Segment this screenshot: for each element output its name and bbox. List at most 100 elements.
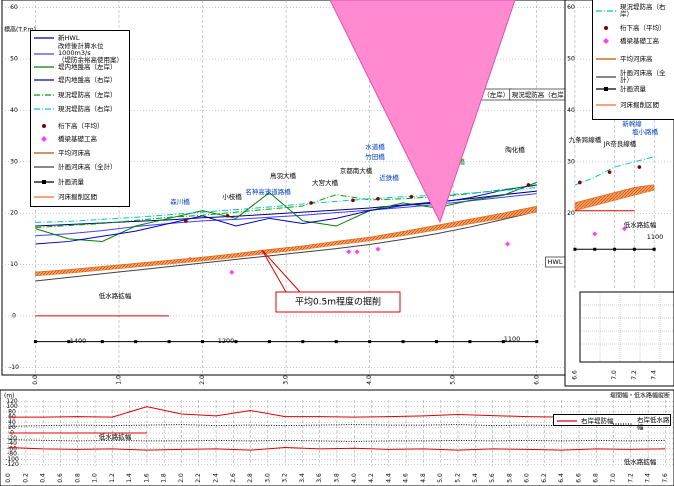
annotation: 近鉄橋	[379, 173, 399, 182]
point	[607, 170, 612, 174]
x-tick-label: 7.2	[631, 370, 638, 380]
series-line	[35, 211, 537, 282]
y-tick-label: -10	[9, 364, 19, 371]
highlight-triangle	[329, 0, 516, 224]
legend-label: 改修後計算水位1000m3/s （堤防余裕高使用案）	[58, 42, 123, 64]
annotation: 小枝橋	[222, 192, 242, 201]
line-marker	[33, 340, 37, 344]
line-marker	[100, 340, 104, 344]
legend-symbol	[596, 87, 616, 91]
annotation: 低水路拡幅	[624, 220, 657, 229]
x-tick-label: 5.6	[489, 473, 496, 483]
x-tick-label: 0.0	[32, 375, 39, 385]
x-tick-label: 6.2	[541, 473, 548, 483]
legend-label: 現況堤防高（左岸）	[58, 90, 117, 99]
point	[621, 226, 627, 232]
x-tick-label: 6.6	[575, 473, 582, 483]
y-tick-label: 20	[567, 210, 575, 217]
line-marker	[632, 247, 636, 251]
series-line	[8, 439, 666, 442]
legend-label: 現況堤防高（右岸）	[620, 3, 666, 18]
x-tick-label: 3.4	[299, 473, 306, 483]
chart-title: 堤間幅・低水路幅縦断	[610, 392, 670, 400]
y-tick-label: 30	[567, 158, 575, 165]
x-tick-label: 7.4	[651, 370, 658, 380]
line-marker	[613, 247, 617, 251]
line-marker	[434, 340, 438, 344]
x-tick-label: 6.0	[524, 473, 531, 483]
line-marker	[201, 340, 205, 344]
point	[409, 194, 414, 199]
x-tick-label: 2.2	[195, 473, 202, 483]
y-tick-label: -120	[5, 461, 19, 468]
y-tick-label: 60	[567, 4, 575, 11]
point	[637, 165, 642, 169]
legend-symbol	[34, 180, 54, 184]
legend-label: 計画流量	[620, 84, 646, 93]
legend-item: 平均河床高	[595, 55, 653, 63]
legend-label: 計画河床高（全計）	[620, 69, 666, 84]
legend-marker	[604, 26, 608, 30]
legend-symbol	[34, 52, 54, 55]
point	[505, 241, 511, 247]
legend-label: 現況堤防高（右岸）	[58, 104, 117, 113]
x-tick-label: 0.0	[5, 473, 12, 483]
y-tick-label: -80	[7, 451, 17, 458]
legend: 右岸堤防幅 右岸低水路幅	[553, 414, 671, 431]
series-line	[8, 447, 666, 451]
legend-label: 新HWL	[58, 33, 80, 42]
annotation: 塩小路橋	[632, 127, 659, 136]
y-tick-label: 30	[10, 158, 18, 165]
x-tick-label: 5.2	[454, 473, 461, 483]
x-tick-label: 0.2	[22, 473, 29, 483]
subchart-frame	[579, 291, 674, 363]
x-tick-label: 5.0	[450, 375, 457, 385]
legend-label: 河床掘削区間	[58, 192, 97, 201]
series-line	[8, 424, 666, 427]
line-marker	[167, 340, 171, 344]
annotation: 京都南大橋	[340, 166, 373, 175]
legend-symbol	[34, 37, 54, 39]
annotation: JR奈良線橋	[603, 139, 637, 148]
x-tick-label: 3.6	[316, 473, 323, 483]
legend-label: 平均河床高	[620, 54, 653, 63]
legend-symbol	[34, 166, 54, 168]
legend-symbol	[603, 38, 609, 44]
legend-label: 堤内地盤高（右岸）	[58, 75, 117, 84]
line-marker	[301, 340, 305, 344]
x-tick-label: 4.0	[366, 375, 373, 385]
legend-item: 計画流量	[33, 178, 84, 186]
legend-item: 現況堤防高（右岸）	[33, 105, 117, 113]
point	[375, 246, 381, 252]
point	[229, 269, 235, 275]
legend-symbol	[34, 196, 54, 198]
y-tick-label: 100	[6, 403, 18, 410]
legend-label: 桁下高（平均）	[620, 23, 666, 32]
legend-item: 現況堤防高（左岸）	[33, 91, 117, 99]
legend-label: 右岸低水路幅	[637, 416, 670, 431]
annotation: 名神高速道路橋	[245, 187, 291, 196]
point	[225, 213, 230, 218]
x-tick-label: 7.0	[611, 370, 618, 380]
y-tick-label: 80	[8, 408, 16, 415]
legend-symbol	[34, 94, 54, 96]
x-tick-label: 6.8	[593, 473, 600, 483]
annotation: 1200	[218, 337, 235, 345]
series-line	[35, 187, 537, 223]
point	[592, 231, 598, 237]
legend: 新HWL 改修後計算水位1000m3/s （堤防余裕高使用案） 堤内地盤高（左岸） 堤…	[30, 30, 130, 207]
point	[351, 198, 355, 203]
legend-item: 堤内地盤高（右岸）	[33, 76, 117, 84]
x-tick-label: 7.4	[645, 473, 652, 483]
y-tick-label: 50	[10, 56, 18, 63]
x-tick-label: 4.0	[351, 473, 358, 483]
line-marker	[368, 340, 372, 344]
legend-symbol	[34, 79, 54, 81]
x-tick-label: 5.4	[472, 473, 479, 483]
y-tick-label: 120	[6, 398, 18, 405]
annotation: 現況堤防高（右岸）	[512, 90, 571, 99]
line-marker	[134, 340, 138, 344]
callout-box	[275, 291, 401, 313]
line-marker	[593, 247, 597, 251]
